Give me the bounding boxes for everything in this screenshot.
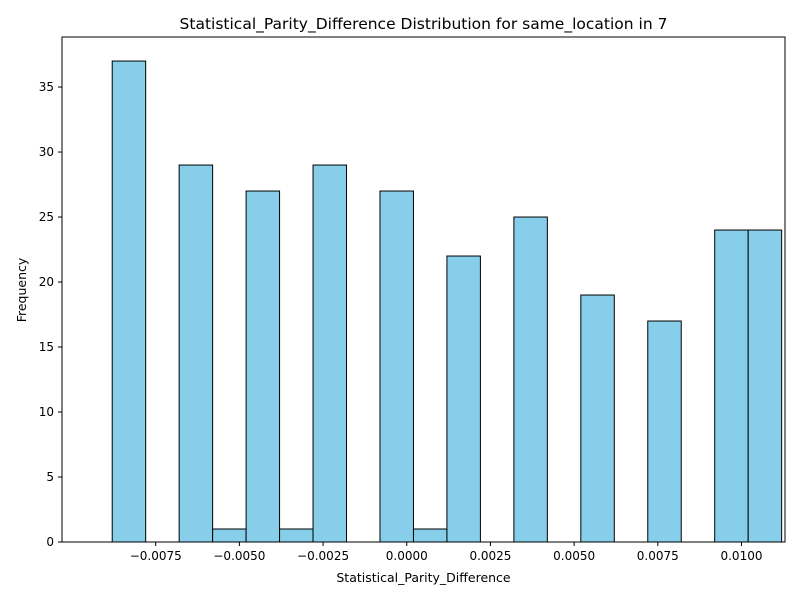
x-tick-label: 0.0050: [553, 549, 595, 563]
x-tick-label: 0.0100: [720, 549, 762, 563]
y-tick-label: 15: [39, 340, 54, 354]
x-tick-label: −0.0050: [213, 549, 265, 563]
histogram-bar: [379, 190, 414, 543]
x-tick-label: −0.0025: [297, 549, 349, 563]
histogram-bar: [580, 294, 615, 543]
y-tick-label: 5: [46, 470, 54, 484]
x-axis-label: Statistical_Parity_Difference: [336, 570, 511, 585]
y-axis-label: Frequency: [14, 257, 29, 322]
histogram-bar: [714, 229, 749, 543]
histogram-bar: [279, 528, 314, 543]
histogram-bar: [446, 255, 481, 543]
x-tick-label: 0.0075: [637, 549, 679, 563]
histogram-bar: [747, 229, 783, 543]
histogram-bar: [647, 320, 682, 543]
y-tick-label: 10: [39, 405, 54, 419]
histogram-bar: [212, 528, 247, 543]
y-tick-label: 35: [39, 80, 54, 94]
x-tick-label: 0.0025: [469, 549, 511, 563]
histogram-bar: [412, 528, 448, 543]
histogram-bar: [312, 164, 348, 543]
x-axis-ticks: −0.0075 −0.0050 −0.0025 0.0000 0.0025 0.0050 0…: [130, 542, 762, 563]
y-axis-ticks: 0 5 10 15 20 25 30 35: [39, 80, 62, 549]
histogram-bar: [111, 60, 147, 543]
x-tick-label: −0.0075: [130, 549, 182, 563]
histogram-bar: [178, 164, 214, 543]
histogram-bar: [245, 190, 281, 543]
x-tick-label: 0.0000: [386, 549, 428, 563]
chart-title: Statistical_Parity_Difference Distributi…: [180, 15, 668, 34]
y-tick-label: 30: [39, 145, 54, 159]
y-tick-label: 0: [46, 535, 54, 549]
histogram-bar: [513, 216, 548, 543]
y-tick-label: 20: [39, 275, 54, 289]
bars-group: [111, 60, 783, 543]
y-tick-label: 25: [39, 210, 54, 224]
axes-frame: [61, 36, 786, 543]
